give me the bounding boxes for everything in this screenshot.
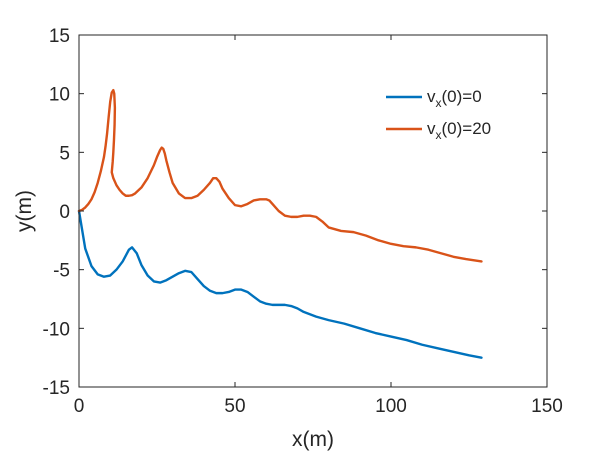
y-tick-label: 5 (59, 143, 70, 164)
legend-label-main: v (427, 119, 436, 138)
series-line-2 (77, 88, 483, 263)
legend-label-2: vx(0)=20 (427, 119, 491, 142)
plot-background (79, 35, 547, 387)
legend-label-subscript: x (436, 96, 442, 110)
legend-label-rest: (0)=20 (442, 119, 492, 138)
x-axis-label: x(m) (292, 428, 334, 451)
x-tick-label: 100 (375, 396, 407, 417)
x-tick-label: 0 (74, 396, 85, 417)
y-tick-label: 0 (59, 202, 70, 223)
plot-area (79, 35, 547, 387)
y-tick-label: 15 (49, 26, 70, 47)
y-tick-label: -5 (53, 261, 70, 282)
legend-label-rest: (0)=0 (442, 87, 482, 106)
x-tick-label: 150 (531, 396, 563, 417)
legend-label-subscript: x (436, 128, 442, 142)
y-axis-label: y(m) (13, 190, 36, 232)
series-layer (77, 88, 483, 359)
y-tick-label: -15 (43, 378, 70, 399)
x-tick-label: 50 (224, 396, 245, 417)
legend-label-1: vx(0)=0 (427, 87, 482, 110)
y-tick-label: -10 (43, 319, 70, 340)
legend: vx(0)=0vx(0)=20 (386, 87, 491, 142)
ticks-layer: 0 50 100 150 -15 -10 -5 0 5 10 15 (43, 26, 563, 417)
legend-label-main: v (427, 87, 436, 106)
y-tick-label: 10 (49, 85, 70, 106)
series-line-1 (77, 209, 483, 359)
